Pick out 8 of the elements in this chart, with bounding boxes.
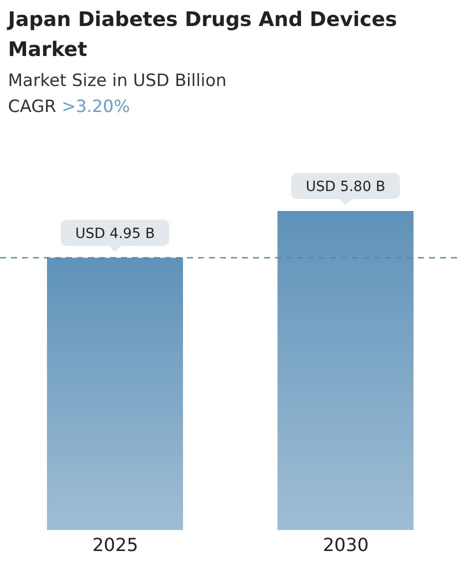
data-label: USD 4.95 B bbox=[75, 226, 155, 242]
data-label: USD 5.80 B bbox=[306, 179, 386, 195]
text: >3.20% bbox=[62, 97, 130, 117]
x-tick-label: 2030 bbox=[322, 534, 369, 556]
text: CAGR bbox=[8, 97, 56, 117]
chart-subtitle: Market Size in USD Billion bbox=[8, 70, 228, 93]
x-tick-label: 2025 bbox=[92, 534, 138, 556]
chart-title: Japan Diabetes Drugs And Devices Market bbox=[8, 6, 398, 63]
